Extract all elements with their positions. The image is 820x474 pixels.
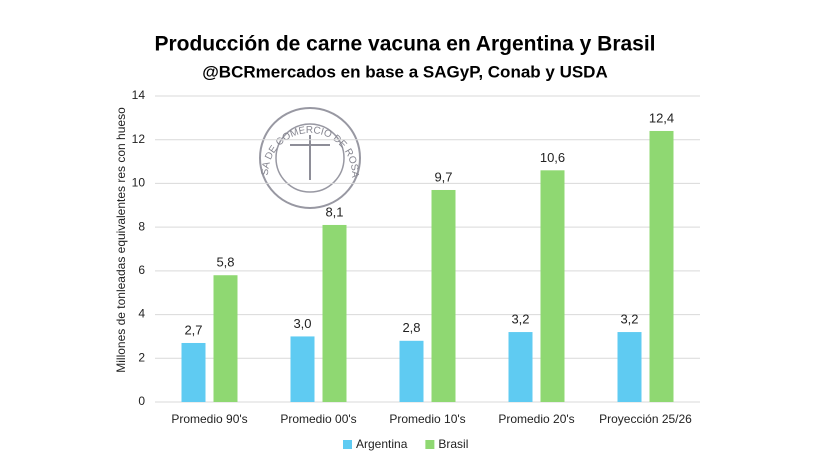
y-axis-label: Millones de tonleadas equivalentes res c… [114, 107, 128, 373]
value-label: 12,4 [649, 110, 674, 125]
chart-subtitle: @BCRmercados en base a SAGyP, Conab y US… [202, 62, 608, 81]
value-label: 5,8 [216, 255, 234, 270]
logo-text: BOLSA DE COMERCIO DE ROSARIO [0, 0, 360, 178]
logo: BOLSA DE COMERCIO DE ROSARIO [0, 0, 361, 209]
y-tick-label: 2 [138, 350, 145, 364]
bar [508, 332, 533, 402]
bar [290, 336, 315, 402]
value-label: 2,7 [184, 322, 202, 337]
value-label: 8,1 [325, 204, 343, 219]
bar [617, 332, 642, 402]
bar [431, 189, 456, 402]
value-label: 3,2 [511, 311, 529, 326]
legend-label: Brasil [438, 437, 468, 451]
bar [540, 170, 565, 402]
y-tick-label: 4 [138, 307, 145, 321]
bar [181, 342, 206, 402]
y-tick-label: 12 [132, 132, 146, 146]
y-tick-label: 10 [132, 176, 146, 190]
x-tick-label: Promedio 20's [498, 412, 574, 426]
legend-swatch [343, 440, 352, 449]
legend-label: Argentina [356, 437, 408, 451]
x-tick-label: Proyección 25/26 [599, 412, 692, 426]
legend-swatch [425, 440, 435, 449]
y-tick-label: 14 [132, 88, 146, 102]
value-label: 3,0 [293, 316, 311, 331]
bar [399, 340, 424, 402]
x-tick-label: Promedio 10's [389, 412, 465, 426]
logo-ring [259, 107, 361, 209]
logo-ring [275, 123, 345, 193]
value-label: 9,7 [434, 169, 452, 184]
x-tick-label: Promedio 90's [171, 412, 247, 426]
y-tick-label: 8 [138, 219, 145, 233]
chart-title: Producción de carne vacuna en Argentina … [154, 33, 655, 56]
value-label: 10,6 [540, 150, 565, 165]
x-tick-label: Promedio 00's [280, 412, 356, 426]
value-label: 2,8 [402, 320, 420, 335]
bar [649, 130, 674, 402]
bar [213, 275, 238, 402]
y-tick-label: 0 [138, 394, 145, 408]
bar [322, 224, 347, 402]
y-tick-label: 6 [138, 263, 145, 277]
value-label: 3,2 [620, 311, 638, 326]
